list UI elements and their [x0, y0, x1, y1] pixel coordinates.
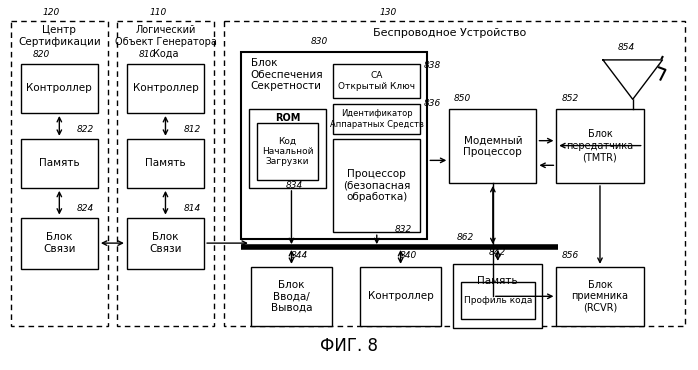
Bar [333, 64, 420, 98]
Text: 836: 836 [424, 99, 440, 108]
Text: CA
Открытый Ключ: CA Открытый Ключ [339, 71, 415, 91]
Bar [333, 104, 420, 134]
Text: Код
Начальной
Загрузки: Код Начальной Загрузки [262, 137, 313, 166]
Text: Модемный
Процессор: Модемный Процессор [463, 135, 522, 157]
Text: 862: 862 [457, 233, 475, 242]
Text: 854: 854 [618, 43, 635, 52]
Text: Память: Память [477, 276, 518, 286]
Text: 856: 856 [561, 251, 579, 260]
Bar [453, 264, 542, 328]
Text: 824: 824 [77, 204, 94, 213]
Bar [10, 20, 108, 326]
Text: Центр
Сертификации: Центр Сертификации [18, 26, 101, 47]
Text: 120: 120 [43, 7, 60, 17]
Text: Блок
Ввода/
Вывода: Блок Ввода/ Вывода [271, 280, 312, 313]
Text: 838: 838 [424, 61, 440, 70]
Text: 812: 812 [184, 125, 200, 134]
Text: 850: 850 [454, 94, 471, 103]
Bar [21, 64, 98, 113]
Text: Блок
Обеспечения
Секретности: Блок Обеспечения Секретности [251, 58, 323, 91]
Bar [333, 139, 420, 232]
Text: Идентификатор
Аппаратных Средств: Идентификатор Аппаратных Средств [330, 109, 424, 129]
Text: 852: 852 [561, 94, 579, 103]
Text: Контроллер: Контроллер [368, 291, 433, 301]
Bar [127, 218, 204, 269]
Text: 110: 110 [149, 7, 167, 17]
Text: ФИГ. 8: ФИГ. 8 [320, 337, 378, 356]
Bar [257, 123, 318, 180]
Text: Логический
Объект Генератора
Кода: Логический Объект Генератора Кода [114, 26, 216, 58]
Bar [556, 267, 644, 326]
Bar [127, 139, 204, 188]
Bar [127, 64, 204, 113]
Text: 814: 814 [184, 204, 200, 213]
Bar [461, 282, 535, 319]
Bar [248, 109, 326, 188]
Bar [360, 267, 441, 326]
Text: ROM: ROM [275, 113, 300, 123]
Text: 830: 830 [311, 37, 327, 46]
Text: Память: Память [145, 158, 186, 168]
Text: 820: 820 [33, 50, 50, 59]
Text: 834: 834 [285, 181, 303, 190]
Text: Беспроводное Устройство: Беспроводное Устройство [373, 28, 526, 38]
Text: Блок
Связи: Блок Связи [149, 232, 181, 254]
Text: 130: 130 [380, 7, 397, 17]
Text: Блок
передатчика
(TMTR): Блок передатчика (TMTR) [566, 130, 634, 163]
Bar [241, 52, 427, 239]
Text: Контроллер: Контроллер [133, 84, 198, 94]
Text: Блок
приемника
(RCVR): Блок приемника (RCVR) [572, 280, 628, 313]
Bar [224, 20, 685, 326]
Bar [251, 267, 332, 326]
Text: Контроллер: Контроллер [27, 84, 92, 94]
Text: Память: Память [39, 158, 80, 168]
Text: 822: 822 [77, 125, 94, 134]
Bar [117, 20, 214, 326]
Polygon shape [603, 60, 662, 99]
Text: 840: 840 [399, 251, 417, 260]
Text: 842: 842 [489, 248, 506, 257]
Text: Процессор
(безопасная
обработка): Процессор (безопасная обработка) [343, 169, 410, 202]
Text: Профиль кода: Профиль кода [463, 296, 532, 305]
Text: 810: 810 [139, 50, 156, 59]
Text: 844: 844 [290, 251, 308, 260]
Bar [450, 109, 537, 183]
Text: 832: 832 [394, 225, 412, 234]
Bar [21, 218, 98, 269]
Bar [556, 109, 644, 183]
Bar [21, 139, 98, 188]
Text: Блок
Связи: Блок Связи [43, 232, 75, 254]
